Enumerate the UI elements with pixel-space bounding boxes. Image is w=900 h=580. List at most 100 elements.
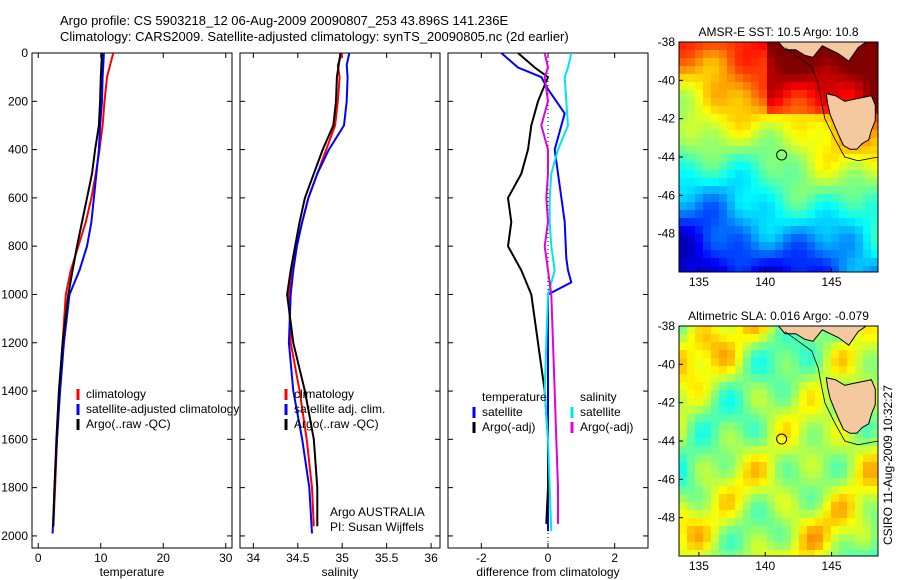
- profile-location-marker: [776, 433, 788, 445]
- map-cell: [751, 390, 760, 399]
- map-cell: [831, 154, 840, 163]
- map-cell: [751, 98, 760, 107]
- map-cell: [743, 542, 752, 551]
- map-cell: [711, 390, 720, 399]
- map-cell: [863, 454, 872, 463]
- map-cell: [783, 374, 792, 383]
- map-cell: [767, 406, 776, 415]
- map-cell: [839, 194, 848, 203]
- map-cell: [791, 446, 800, 455]
- map-cell: [695, 170, 704, 179]
- map-cell: [783, 406, 792, 415]
- map-cell: [743, 82, 752, 91]
- map-cell: [735, 486, 744, 495]
- map-cell: [711, 186, 720, 195]
- map-cell: [791, 438, 800, 447]
- map-cell: [703, 74, 712, 83]
- map-cell: [719, 90, 728, 99]
- map-cell: [823, 526, 832, 535]
- map-cell: [823, 234, 832, 243]
- map-cell: [735, 218, 744, 227]
- map-cell: [719, 542, 728, 551]
- map-cell: [831, 258, 840, 267]
- map-cell: [791, 202, 800, 211]
- map-cell: [695, 74, 704, 83]
- map-cell: [863, 478, 872, 487]
- panel-sla_map: Altimetric SLA: 0.016 Argo: -0.079 135 140…: [658, 309, 879, 573]
- map-cell: [783, 494, 792, 503]
- legend-label: Argo(..raw -QC): [294, 417, 379, 431]
- map-cell: [863, 210, 872, 219]
- map-cell: [839, 342, 848, 351]
- map-cell: [703, 66, 712, 75]
- map-cell: [687, 422, 696, 431]
- map-cell: [679, 58, 688, 67]
- map-cell: [831, 470, 840, 479]
- map-cell: [687, 58, 696, 67]
- map-cell: [791, 454, 800, 463]
- map-cell: [831, 226, 840, 235]
- map-cell: [799, 390, 808, 399]
- map-cell: [743, 146, 752, 155]
- map-cell: [767, 534, 776, 543]
- map-cell: [759, 350, 768, 359]
- map-cell: [791, 242, 800, 251]
- map-cell: [831, 438, 840, 447]
- map-cell: [855, 50, 864, 59]
- map-cell: [711, 422, 720, 431]
- map-cell: [775, 478, 784, 487]
- map-cell: [871, 42, 878, 51]
- map-cell: [751, 510, 760, 519]
- map-cell: [687, 462, 696, 471]
- map-cell: [815, 90, 824, 99]
- map-cell: [847, 486, 856, 495]
- map-cell: [703, 250, 712, 259]
- map-cell: [831, 422, 840, 431]
- map-cell: [735, 534, 744, 543]
- map-cell: [759, 518, 768, 527]
- map-cell: [775, 170, 784, 179]
- map-cell: [855, 162, 864, 171]
- map-cell: [679, 218, 688, 227]
- map-cell: [863, 326, 872, 335]
- map-cell: [695, 342, 704, 351]
- map-cell: [815, 242, 824, 251]
- x-tick-label: 35: [336, 551, 350, 565]
- map-cell: [799, 98, 808, 107]
- map-cell: [751, 162, 760, 171]
- map-cell: [855, 542, 864, 551]
- map-cell: [759, 414, 768, 423]
- map-cell: [799, 510, 808, 519]
- map-cell: [783, 526, 792, 535]
- map-cell: [711, 446, 720, 455]
- map-cell: [703, 226, 712, 235]
- x-tick-label: 135: [689, 275, 709, 289]
- map-cell: [703, 210, 712, 219]
- map-cell: [703, 438, 712, 447]
- map-cell: [807, 542, 816, 551]
- map-cell: [847, 242, 856, 251]
- map-cell: [743, 366, 752, 375]
- map-cell: [703, 58, 712, 67]
- map-cell: [775, 518, 784, 527]
- map-cell: [687, 178, 696, 187]
- map-cell: [791, 162, 800, 171]
- map-cell: [799, 526, 808, 535]
- map-cell: [759, 74, 768, 83]
- map-cell: [711, 226, 720, 235]
- map-cell: [863, 250, 872, 259]
- map-cell: [815, 406, 824, 415]
- series-line-salinity-argo-adj-: [540, 53, 559, 524]
- map-cell: [679, 138, 688, 147]
- map-cell: [847, 218, 856, 227]
- map-cell: [735, 162, 744, 171]
- map-cell: [743, 266, 752, 272]
- map-cell: [679, 334, 688, 343]
- map-cell: [767, 258, 776, 267]
- map-cell: [743, 350, 752, 359]
- map-cell: [863, 74, 872, 83]
- series-line-climatology: [52, 53, 115, 527]
- map-cell: [735, 58, 744, 67]
- map-cell: [703, 202, 712, 211]
- map-cell: [735, 114, 744, 123]
